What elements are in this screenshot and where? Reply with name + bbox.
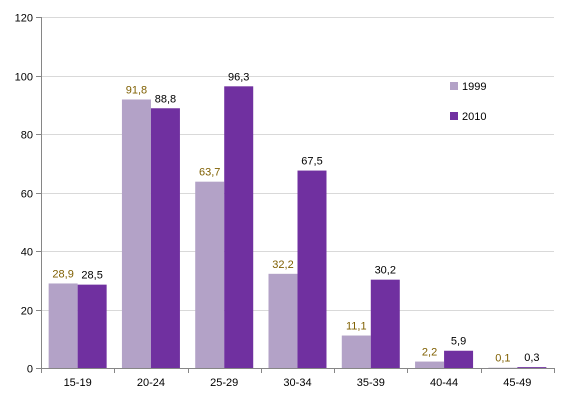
bar-2010-40-44 [444,350,474,368]
x-tick-label: 25-29 [210,377,238,389]
x-tick-label: 35-39 [357,377,385,389]
data-label: 0,1 [495,353,510,365]
y-tick-label: 40 [21,247,33,259]
y-tick-label: 20 [21,306,33,318]
x-tick-label: 20-24 [137,377,165,389]
data-label: 2,2 [422,347,437,359]
x-tick-label: 40-44 [430,377,458,389]
data-label: 91,8 [126,84,147,96]
data-label: 30,2 [375,265,396,277]
data-label: 63,7 [199,167,220,179]
bar-2010-20-24 [150,108,180,368]
legend-swatch-1999 [450,82,458,90]
bar-1999-20-24 [121,99,151,369]
legend-label: 1999 [462,81,486,93]
y-tick-label: 0 [27,364,33,376]
data-label: 28,5 [81,270,102,282]
data-label: 32,2 [272,259,293,271]
data-label: 5,9 [451,336,466,348]
data-label: 96,3 [228,71,249,83]
bar-2010-35-39 [370,279,400,368]
y-tick-label: 100 [15,72,33,84]
y-tick-label: 120 [15,13,33,25]
bar-2010-30-34 [297,170,327,368]
bar-1999-25-29 [195,181,225,368]
data-label: 11,1 [346,321,367,333]
data-label: 67,5 [301,156,322,168]
x-tick-label: 15-19 [64,377,92,389]
data-label: 88,8 [155,93,176,105]
data-label: 0,3 [524,352,539,364]
bar-1999-35-39 [341,335,371,368]
legend: 1999 2010 [450,81,486,123]
y-axis-ticks: 0 20 40 60 80 100 120 [15,13,41,376]
x-axis: 15-19 20-24 25-29 30-34 35-39 40-44 45-49 [41,17,555,389]
legend-label: 2010 [462,111,486,123]
bars [48,86,547,369]
bar-1999-30-34 [268,273,298,368]
y-tick-label: 60 [21,189,33,201]
bar-2010-15-19 [77,284,107,368]
data-labels: 28,9 91,8 63,7 32,2 11,1 2,2 0,1 28,5 88,8 96,3 67… [52,71,539,364]
legend-swatch-2010 [450,112,458,120]
data-label: 28,9 [52,268,73,280]
x-tick-label: 30-34 [283,377,311,389]
bar-1999-40-44 [415,361,445,368]
bar-2010-45-49 [517,367,547,368]
bar-1999-15-19 [48,283,78,368]
bar-2010-25-29 [224,86,254,368]
x-tick-label: 45-49 [503,377,531,389]
y-tick-label: 80 [21,130,33,142]
